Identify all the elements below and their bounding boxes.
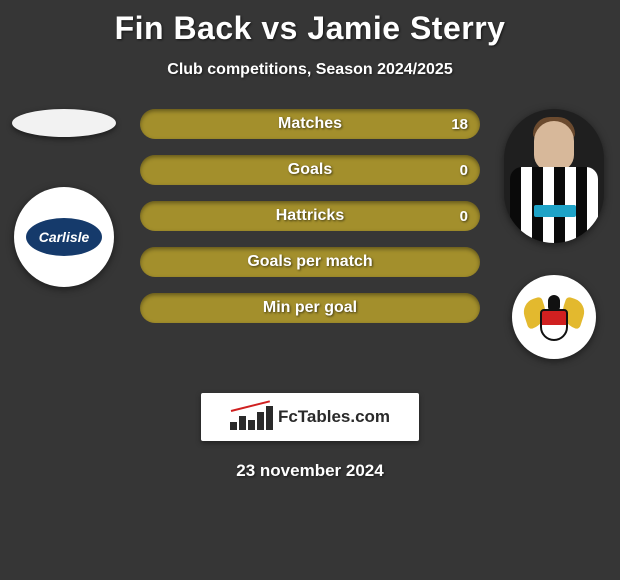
player-left-column: Carlisle (8, 109, 120, 287)
stat-bar-label: Goals per match (247, 253, 372, 271)
stat-bar-row: Goals 0 (140, 155, 480, 185)
player-right-photo (504, 109, 604, 243)
player-right-column (498, 109, 610, 359)
stat-bar-value-right: 0 (460, 162, 468, 179)
stat-bar-label: Hattricks (276, 207, 344, 225)
page-subtitle: Club competitions, Season 2024/2025 (0, 61, 620, 79)
stat-bar-value-right: 18 (451, 116, 468, 133)
player-jersey-sponsor (534, 205, 576, 217)
page-title: Fin Back vs Jamie Sterry (0, 0, 620, 47)
stat-bars: Matches 18 Goals 0 Hattricks 0 Goals per match… (140, 109, 480, 339)
comparison-area: Carlisle Matches18Goals0Hattricks0Goals … (0, 109, 620, 359)
stat-bar-label: Min per goal (263, 299, 357, 317)
stat-bar-row: Min per goal (140, 293, 480, 323)
fctables-logo-box: FcTables.com (201, 393, 419, 441)
player-right-club-badge (512, 275, 596, 359)
fctables-label: FcTables.com (278, 407, 390, 427)
badge-shield-icon (540, 309, 568, 341)
stat-bar-row: Matches 18 (140, 109, 480, 139)
doncaster-badge-icon (526, 289, 582, 345)
stat-bar-row: Goals per match (140, 247, 480, 277)
player-left-club-badge: Carlisle (14, 187, 114, 287)
player-left-photo-placeholder (12, 109, 116, 137)
carlisle-badge-icon: Carlisle (26, 218, 102, 256)
fctables-chart-icon (230, 404, 272, 430)
stat-bar-row: Hattricks 0 (140, 201, 480, 231)
stat-bar-label: Goals (288, 161, 332, 179)
footer-date: 23 november 2024 (0, 461, 620, 481)
stat-bar-value-right: 0 (460, 208, 468, 225)
stat-bar-label: Matches (278, 115, 342, 133)
player-head-shape (534, 121, 574, 171)
